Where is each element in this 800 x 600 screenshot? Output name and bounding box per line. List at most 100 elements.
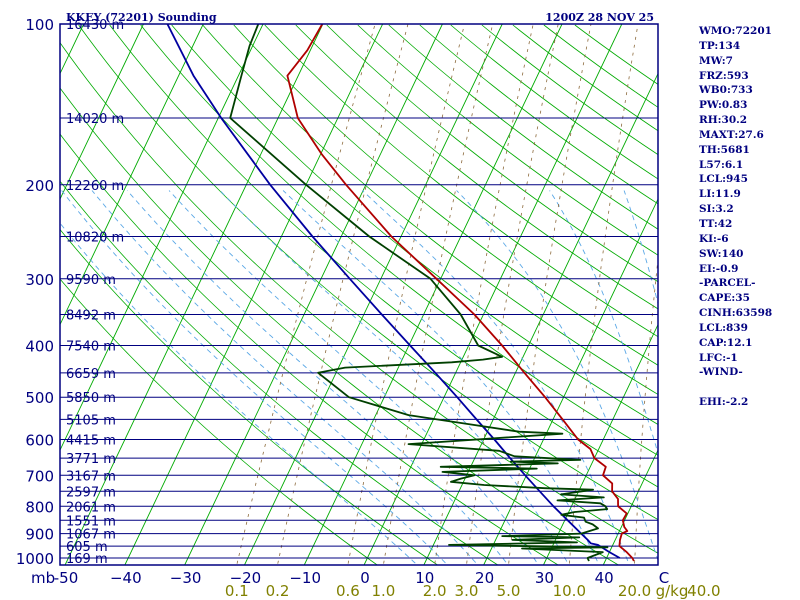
temperature-tick-label: 10	[415, 569, 434, 587]
temperature-tick-label: 0	[360, 569, 370, 587]
index-line: TH:5681	[699, 143, 750, 156]
moist-adiabat	[126, 190, 509, 565]
index-line: EHI:-2.2	[699, 396, 749, 409]
pressure-tick-label: 200	[25, 177, 54, 195]
index-line: SI:3.2	[699, 203, 734, 216]
height-labels: 16430 m 14020 m 12260 m 10820 m 9590 m 8492 m…	[66, 18, 124, 567]
dry-adiabat	[512, 24, 658, 132]
index-line: -WIND-	[699, 366, 743, 379]
moist-adiabat	[549, 190, 658, 455]
pressure-tick-label: 100	[25, 16, 54, 34]
pressure-tick-label: 1000	[16, 550, 54, 568]
height-label: 7540 m	[66, 340, 116, 355]
dry-adiabat	[78, 24, 658, 521]
stability-indices-panel: WMO:72201 TP:134 MW:7 FRZ:593 WB0:733 PW:0.83…	[699, 24, 799, 410]
moist-adiabat	[60, 222, 418, 565]
height-label: 1551 m	[66, 514, 116, 529]
index-line: L57:6.1	[699, 158, 744, 171]
height-label: 10820 m	[66, 230, 124, 245]
height-label: 169 m	[66, 552, 108, 567]
valid-time: 1200Z 28 NOV 25	[545, 11, 654, 24]
temperature-tick-label: −30	[170, 569, 202, 587]
mixing-ratio-label: 20.0	[618, 582, 651, 600]
mixing-ratio-line	[466, 24, 559, 565]
isotherm-line	[303, 24, 563, 565]
height-label: 8492 m	[66, 309, 116, 324]
dry-adiabat	[481, 24, 658, 156]
height-label: 5850 m	[66, 391, 116, 406]
height-label: 4415 m	[66, 434, 116, 449]
index-line: WB0:733	[699, 84, 753, 97]
height-label: 12260 m	[66, 179, 124, 194]
isotherm-line	[0, 24, 24, 565]
height-label: 2597 m	[66, 485, 116, 500]
pressure-tick-label: 400	[25, 338, 54, 356]
index-line: LI:11.9	[699, 188, 741, 201]
pressure-tick-label: 800	[25, 498, 54, 516]
index-line: CAP:12.1	[699, 336, 753, 349]
index-line: LCL:839	[699, 321, 748, 334]
dry-adiabat	[171, 24, 658, 425]
temperature-tick-label: −40	[110, 569, 142, 587]
parcel-trace	[166, 24, 621, 559]
pressure-tick-label: 500	[25, 389, 54, 407]
height-label: 9590 m	[66, 273, 116, 288]
isotherm-line	[184, 24, 443, 565]
temperature-tick-label: −20	[230, 569, 262, 587]
index-line: WMO:72201	[699, 25, 772, 37]
isotherm-line	[60, 24, 144, 201]
temperature-tick-label: 20	[475, 569, 494, 587]
dry-adiabat	[264, 24, 658, 338]
height-label: 16430 m	[66, 18, 124, 33]
mixing-ratio-label: 1.0	[371, 582, 395, 600]
index-line: EI:-0.9	[699, 262, 739, 275]
index-line: FRZ:593	[699, 69, 749, 82]
mixing-ratio-label: 0.2	[266, 582, 290, 600]
moist-adiabat	[168, 190, 540, 565]
height-label: 14020 m	[66, 112, 124, 127]
index-line: TP:134	[699, 39, 741, 52]
mixing-ratio-unit: g/kg	[656, 582, 689, 600]
height-label: 3167 m	[66, 469, 116, 484]
temperature-tick-label: −10	[289, 569, 321, 587]
height-label: 605 m	[66, 540, 108, 555]
index-line: RH:30.2	[699, 114, 748, 127]
station-title: KKEY (72201) Sounding	[66, 11, 217, 24]
height-label: 5105 m	[66, 413, 116, 428]
moist-adiabat	[361, 190, 630, 565]
isotherm-line	[124, 24, 384, 565]
mixing-ratio-label: 3.0	[455, 582, 479, 600]
moist-adiabat	[456, 190, 658, 562]
index-line: LFC:-1	[699, 351, 738, 364]
moist-adiabat	[61, 190, 449, 565]
mixing-ratio-line	[508, 24, 592, 565]
pressure-tick-label: 700	[25, 467, 54, 485]
index-line: MAXT:27.6	[699, 128, 764, 141]
background-grid	[0, 24, 658, 565]
temperature-tick-label: 40	[595, 569, 614, 587]
mixing-ratio-label: 40.0	[687, 582, 720, 600]
index-line	[699, 380, 799, 395]
dry-adiabat	[233, 24, 658, 366]
dry-adiabat	[357, 24, 658, 256]
index-line: LCL:945	[699, 173, 748, 186]
temperature-tick-label: 30	[535, 569, 554, 587]
height-label: 2061 m	[66, 500, 116, 515]
pressure-tick-label: 600	[25, 432, 54, 450]
mixing-ratio-line	[434, 24, 534, 565]
dry-adiabat	[295, 24, 658, 310]
height-label: 1067 m	[66, 528, 116, 543]
pressure-tick-label: 900	[25, 526, 54, 544]
mixing-ratio-label: 0.6	[336, 582, 360, 600]
isotherm-line	[363, 24, 623, 565]
index-line: KI:-6	[699, 232, 729, 245]
mixing-ratio-label: 5.0	[497, 582, 521, 600]
index-line: MW:7	[699, 54, 733, 67]
sounding-traces	[166, 24, 635, 562]
axis-labels: 0.1 0.2 0.6 1.0 2.0 3.0 5.0 10.0 20.0 40.0g/kg100…	[16, 16, 721, 600]
height-label: 3771 m	[66, 452, 116, 467]
mixing-ratio-label: 10.0	[553, 582, 586, 600]
dry-adiabat	[388, 24, 658, 230]
pressure-unit: mb	[31, 569, 55, 587]
